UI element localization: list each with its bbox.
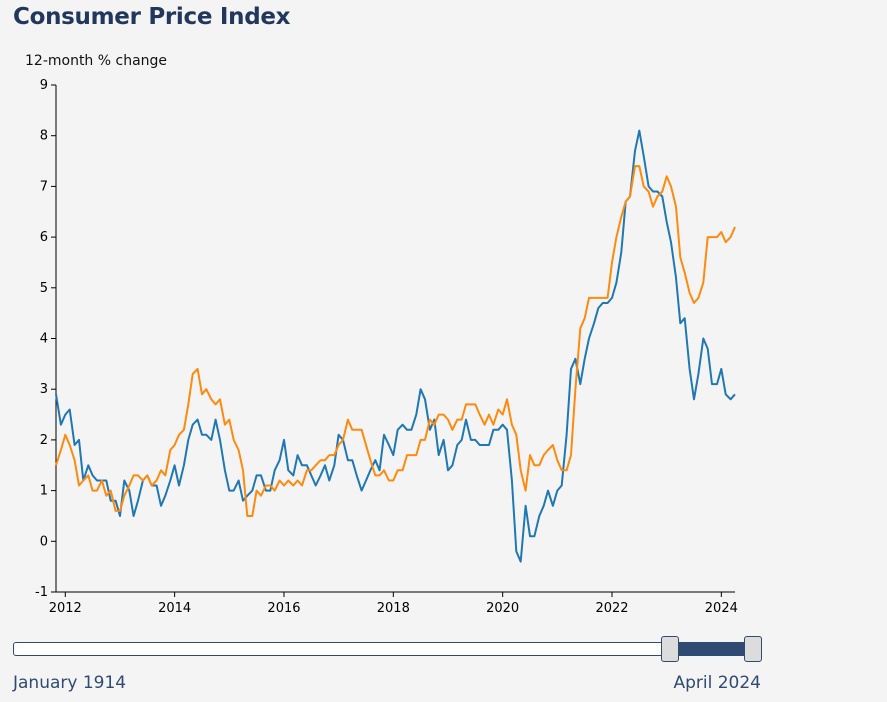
series-line-1 — [55, 129, 736, 563]
y-tick-label: 8 — [40, 129, 48, 144]
y-tick-label: 3 — [40, 382, 48, 397]
y-tick-label: 2 — [40, 433, 48, 448]
y-tick-label: 6 — [40, 230, 48, 245]
y-tick-label: 4 — [40, 332, 48, 347]
y-tick-label: 1 — [40, 484, 48, 499]
y-tick-label: -1 — [35, 585, 48, 600]
y-tick-label: 7 — [40, 179, 48, 194]
axes: -1 0 1 2 3 4 5 6 7 8 9 2012 2014 2016 2018 2020 2022 2024 — [35, 78, 738, 616]
date-range-slider[interactable] — [13, 642, 761, 656]
x-tick-label: 2014 — [158, 601, 191, 616]
x-tick-label: 2018 — [377, 601, 410, 616]
slider-end-handle[interactable] — [744, 636, 762, 662]
series-group — [55, 129, 736, 563]
y-tick-label: 5 — [40, 281, 48, 296]
x-tick-label: 2012 — [49, 601, 82, 616]
cpi-line-chart: -1 0 1 2 3 4 5 6 7 8 9 2012 2014 2016 2018 2020 2022 2024 — [35, 78, 738, 616]
slider-end-label: April 2024 — [673, 673, 761, 693]
slider-start-handle[interactable] — [661, 636, 679, 662]
y-axis-label: 12-month % change — [25, 53, 168, 69]
chart-title: Consumer Price Index — [13, 4, 291, 30]
x-tick-label: 2020 — [486, 601, 519, 616]
x-tick-label: 2024 — [705, 601, 738, 616]
x-tick-label: 2022 — [595, 601, 628, 616]
series-line-2 — [55, 165, 736, 517]
y-tick-label: 0 — [40, 534, 48, 549]
y-tick-label: 9 — [40, 78, 48, 93]
x-tick-label: 2016 — [267, 601, 300, 616]
slider-selected-range[interactable] — [670, 642, 754, 656]
slider-start-label: January 1914 — [13, 673, 127, 693]
